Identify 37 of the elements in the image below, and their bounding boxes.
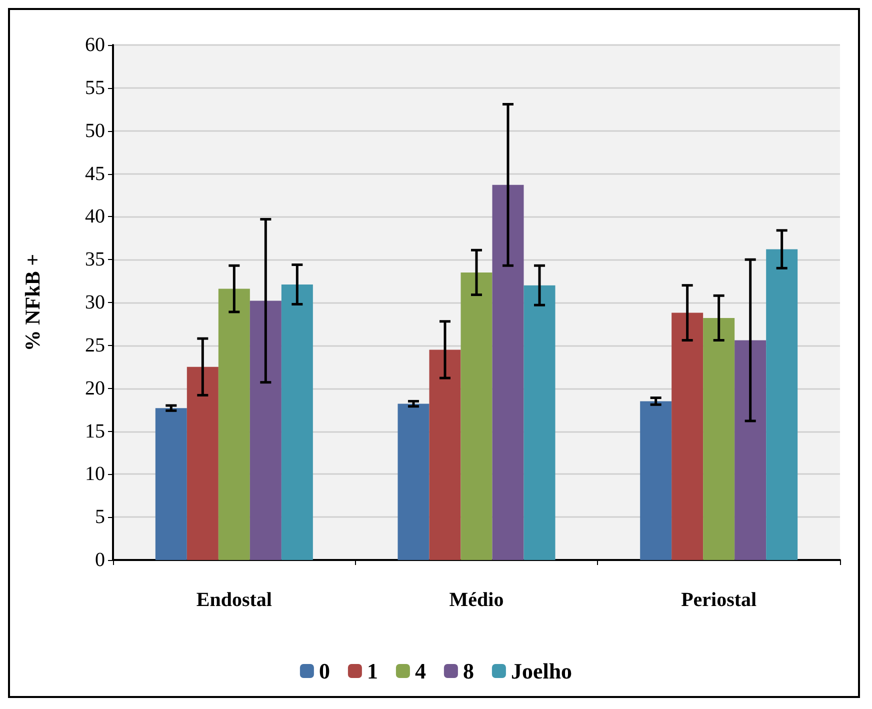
y-tick-label: 0 [95, 549, 105, 571]
y-tick-label: 40 [85, 206, 105, 228]
bar [703, 318, 735, 560]
legend-label: 8 [462, 658, 474, 684]
y-tick-label: 15 [85, 420, 105, 442]
y-tick-label: 55 [85, 76, 105, 99]
legend-label: 0 [318, 658, 330, 684]
y-tick-label: 45 [85, 162, 105, 185]
x-tick-label: Endostal [196, 589, 272, 611]
y-tick-label: 35 [85, 248, 105, 271]
bar [398, 404, 430, 560]
bar [672, 312, 704, 560]
y-tick-label: 25 [85, 334, 105, 356]
bar [492, 184, 524, 560]
y-tick-label: 10 [85, 463, 105, 486]
legend-label: 1 [366, 658, 378, 684]
bar [281, 284, 313, 560]
x-tick-label: Médio [449, 589, 504, 611]
bar [640, 401, 672, 560]
bar [524, 285, 556, 560]
y-axis-title: % NFkB + [20, 254, 44, 352]
bar [218, 288, 250, 560]
y-tick-label: 30 [85, 292, 105, 314]
legend-label: 4 [414, 658, 426, 684]
bar [155, 408, 187, 560]
bar [734, 340, 766, 560]
y-tick-label: 5 [95, 506, 105, 528]
bar [766, 249, 798, 560]
bar [186, 366, 218, 560]
bar [460, 272, 492, 560]
bar [250, 300, 282, 560]
x-tick-label: Periostal [681, 589, 758, 611]
y-tick-label: 60 [85, 34, 105, 56]
y-tick-label: 50 [85, 120, 105, 142]
legend-label: Joelho [510, 658, 572, 684]
y-tick-label: 20 [85, 377, 105, 400]
bar [429, 350, 461, 560]
